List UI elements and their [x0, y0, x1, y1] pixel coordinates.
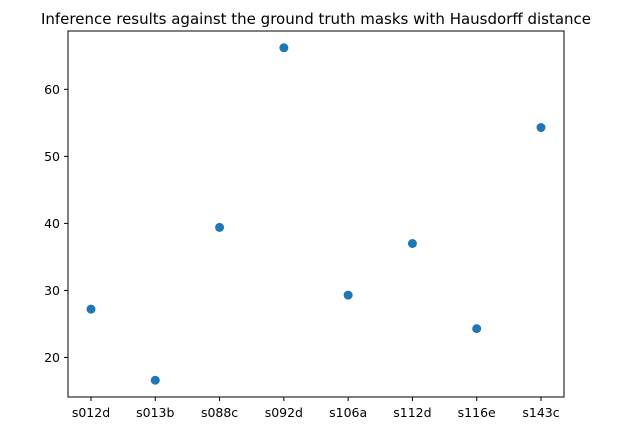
x-tick-label: s143c — [522, 405, 559, 420]
y-axis: 20 30 40 50 60 — [44, 82, 68, 365]
y-tick-label: 50 — [44, 149, 60, 164]
data-point — [536, 123, 546, 133]
x-tick-label: s116e — [458, 405, 496, 420]
data-point — [279, 43, 289, 53]
data-points — [86, 43, 546, 385]
y-tick-label: 40 — [44, 216, 60, 231]
y-tick-label: 30 — [44, 283, 60, 298]
data-point — [215, 222, 225, 232]
y-tick-label: 60 — [44, 82, 60, 97]
x-axis: s012d s013b s088c s092d s106a s112d s116e s143c — [72, 397, 560, 420]
x-tick-label: s012d — [72, 405, 110, 420]
data-point — [86, 304, 96, 314]
x-tick-label: s106a — [329, 405, 367, 420]
x-tick-label: s013b — [136, 405, 174, 420]
x-tick-label: s112d — [393, 405, 431, 420]
x-tick-label: s092d — [265, 405, 303, 420]
data-point — [472, 324, 482, 334]
data-point — [343, 290, 353, 300]
data-point — [150, 375, 160, 385]
plot-area-frame — [67, 30, 565, 398]
chart-title: Inference results against the ground tru… — [41, 10, 591, 28]
data-point — [407, 238, 417, 248]
y-tick-label: 20 — [44, 350, 60, 365]
x-tick-label: s088c — [201, 405, 238, 420]
